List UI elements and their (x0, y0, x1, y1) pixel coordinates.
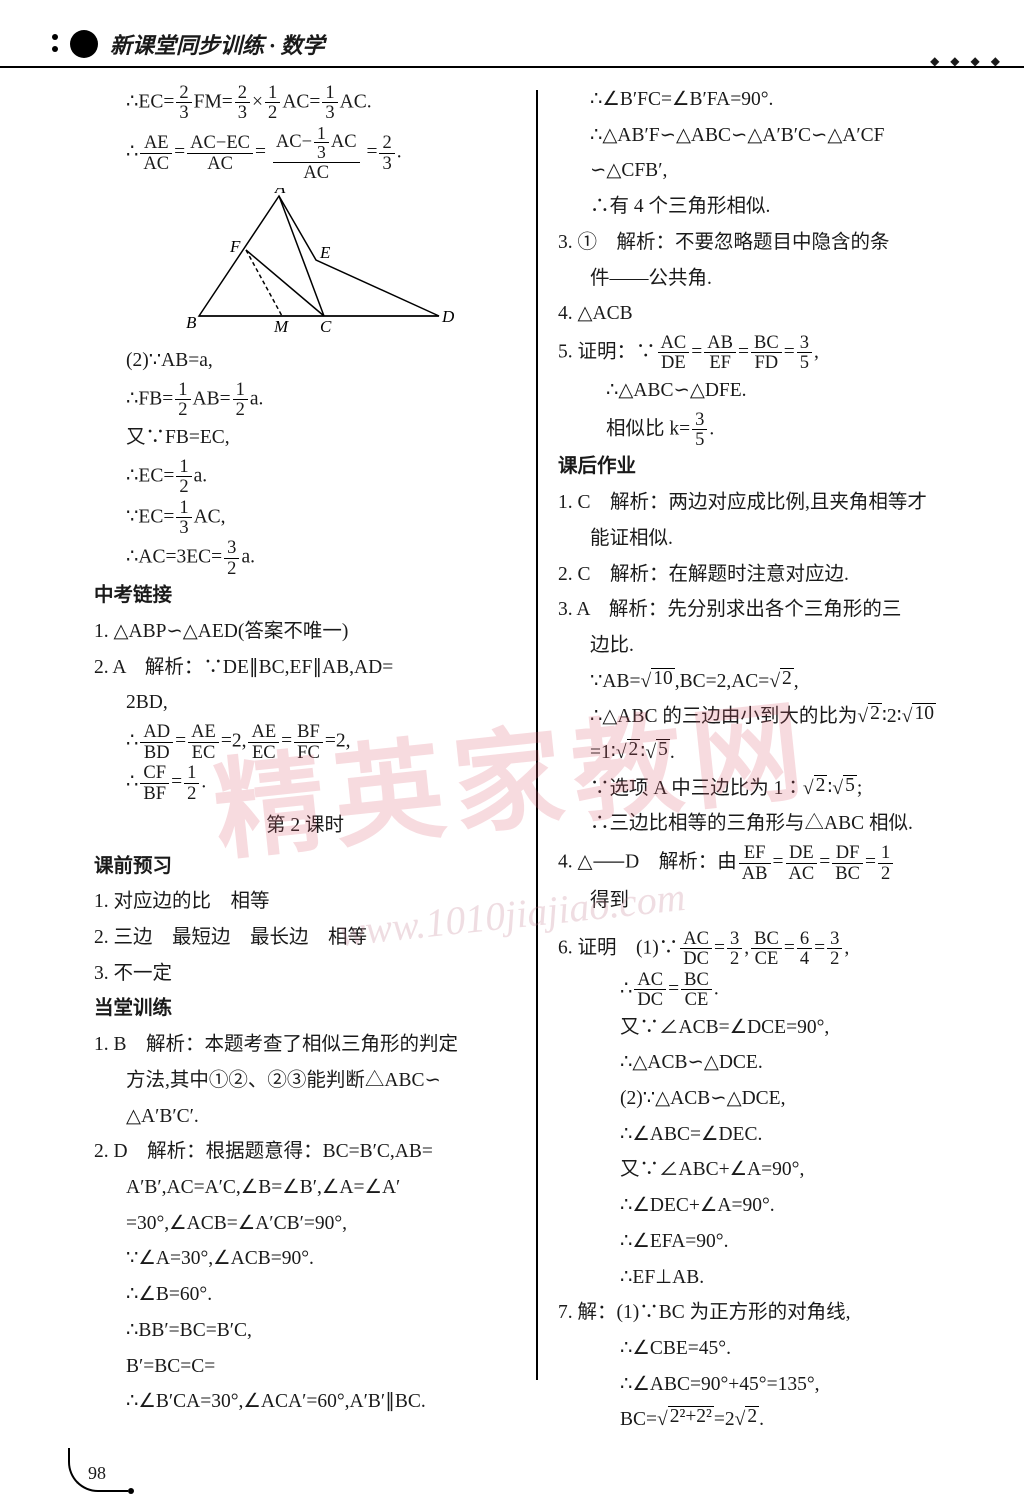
section-title: 课前预习 (94, 850, 516, 885)
ans-line: 边比. (558, 629, 980, 664)
eq-line: 4. △⸺D 解析：由EFAB=DEAC=DFBC=12 (558, 843, 980, 883)
ans-line: 能证相似. (558, 522, 980, 557)
section-title: 中考链接 (94, 579, 516, 614)
eq-line: ∴EC=12a. (94, 457, 516, 497)
ans-line: 1. 对应边的比 相等 (94, 885, 516, 920)
header-decor-dots: ◆ ◆ ◆ ◆ (930, 54, 1004, 69)
section-title: 课后作业 (558, 450, 980, 485)
eq-line: ∴∠CBE=45°. (558, 1332, 980, 1367)
ans-line: 2. A 解析：∵DE∥BC,EF∥AB,AD= (94, 651, 516, 686)
eq-line: ∵EC=13AC, (94, 498, 516, 538)
eq-line: (2)∵AB=a, (94, 344, 516, 379)
ans-line: 2. 三边 最短边 最长边 相等 (94, 921, 516, 956)
right-column: ∴∠B′FC=∠B′FA=90°. ∴△AB′F∽△ABC∽△A′B′C∽△A′… (544, 82, 994, 1439)
eq-line: ∴FB=12AB=12a. (94, 380, 516, 420)
eq-line: ∴AC=3EC=32a. (94, 538, 516, 578)
eq-line: ∽△CFB′, (558, 154, 980, 189)
eq-line: ∴∠ABC=90°+45°=135°, (558, 1368, 980, 1403)
ans-line: 2BD, (94, 686, 516, 721)
ans-line: ∴BB′=BC=B′C, (94, 1314, 516, 1349)
ans-line: ∴∠B′CA=30°,∠ACA′=60°,A′B′∥BC. (94, 1385, 516, 1420)
svg-text:M: M (273, 317, 289, 336)
eq-line: ∴△ABC 的三边由小到大的比为√2∶2∶√10 (558, 700, 980, 735)
triangle-diagram: A F E B M C D (144, 188, 464, 338)
eq-line: ∴三边比相等的三角形与△ABC 相似. (558, 807, 980, 842)
eq-line: ∴AEAC=AC−ECAC= AC−13ACAC =23. (94, 124, 516, 182)
eq-line: 又∵∠ACB=∠DCE=90°, (558, 1011, 980, 1046)
eq-line: ∴△ACB∽△DCE. (558, 1046, 980, 1081)
eq-line: 又∵FB=EC, (94, 421, 516, 456)
ans-line: △A′B′C′. (94, 1100, 516, 1135)
ans-line: B′=BC=C= (94, 1350, 516, 1385)
section-title: 当堂训练 (94, 992, 516, 1027)
header-title: 新课堂同步训练 · 数学 (110, 28, 325, 60)
ans-line: 方法,其中①②、②③能判断△ABC∽ (94, 1064, 516, 1099)
left-column: ∴EC=23FM=23×12AC=13AC. ∴AEAC=AC−ECAC= AC… (80, 82, 530, 1439)
eq-line: ∵选项 A 中三边比为 1∶√2∶√5; (558, 772, 980, 807)
spacer (558, 920, 980, 928)
eq-line: ∴△AB′F∽△ABC∽△A′B′C∽△A′CF (558, 119, 980, 154)
column-divider (536, 90, 538, 1380)
eq-line: ∴ADBD=AEEC=2,AEEC=BFFC=2, (94, 722, 516, 762)
ans-line: 4. △ACB (558, 297, 980, 332)
ans-line: 1. △ABP∽△AED(答案不唯一) (94, 615, 516, 650)
ans-line: ∴∠B=60°. (94, 1278, 516, 1313)
ans-line: 3. 不一定 (94, 957, 516, 992)
eq-line: ∴∠ABC=∠DEC. (558, 1118, 980, 1153)
ans-line: 7. 解：(1)∵BC 为正方形的对角线, (558, 1296, 980, 1331)
eq-line: ∴△ABC∽△DFE. (558, 374, 980, 409)
svg-text:F: F (229, 237, 241, 256)
ans-line: 件——公共角. (558, 262, 980, 297)
ans-line: 1. B 解析：本题考查了相似三角形的判定 (94, 1028, 516, 1063)
lesson-title: 第 2 课时 (94, 809, 516, 844)
ans-line: =30°,∠ACB=∠A′CB′=90°, (94, 1207, 516, 1242)
eq-line: 5. 证明：∵ACDE=ABEF=BCFD=35, (558, 333, 980, 373)
eq-line: ∴∠EFA=90°. (558, 1225, 980, 1260)
ans-line: 2. C 解析：在解题时注意对应边. (558, 558, 980, 593)
eq-line: ∴ACDC=BCCE. (558, 970, 980, 1010)
content-columns: ∴EC=23FM=23×12AC=13AC. ∴AEAC=AC−ECAC= AC… (0, 82, 1024, 1439)
svg-text:E: E (319, 243, 331, 262)
ans-line: 2. D 解析：根据题意得：BC=B′C,AB= (94, 1135, 516, 1170)
eq-line: =1∶√2∶√5. (558, 736, 980, 771)
eq-line: ∴EF⊥AB. (558, 1261, 980, 1296)
ans-line: 3. ① 解析：不要忽略题目中隐含的条 (558, 226, 980, 261)
eq-line: ∴∠DEC+∠A=90°. (558, 1189, 980, 1224)
svg-text:B: B (186, 313, 197, 332)
eq-line: BC=√2²+2²=2√2. (558, 1403, 980, 1438)
eq-line: 6. 证明 (1)∵ACDC=32,BCCE=64=32, (558, 929, 980, 969)
page-header: 新课堂同步训练 · 数学 ◆ ◆ ◆ ◆ (0, 0, 1024, 68)
header-logo-icon (70, 30, 98, 58)
eq-line: 相似比 k=35. (558, 410, 980, 450)
svg-text:C: C (320, 317, 332, 336)
eq-line: ∴∠B′FC=∠B′FA=90°. (558, 83, 980, 118)
svg-text:A: A (274, 188, 286, 197)
eq-line: ∴CFBF=12. (94, 763, 516, 803)
ans-line: 1. C 解析：两边对应成比例,且夹角相等才 (558, 486, 980, 521)
eq-line: 又∵∠ABC+∠A=90°, (558, 1153, 980, 1188)
page-number: 98 (88, 1463, 106, 1484)
ans-line: 3. A 解析：先分别求出各个三角形的三 (558, 593, 980, 628)
eq-line: ∴EC=23FM=23×12AC=13AC. (94, 83, 516, 123)
eq-line: ∵AB=√10,BC=2,AC=√2, (558, 665, 980, 700)
eq-line: 得到 (558, 884, 980, 919)
eq-line: (2)∵△ACB∽△DCE, (558, 1082, 980, 1117)
svg-text:D: D (441, 307, 455, 326)
eq-line: ∴有 4 个三角形相似. (558, 190, 980, 225)
ans-line: A′B′,AC=A′C,∠B=∠B′,∠A=∠A′ (94, 1171, 516, 1206)
ans-line: ∵∠A=30°,∠ACB=90°. (94, 1242, 516, 1277)
